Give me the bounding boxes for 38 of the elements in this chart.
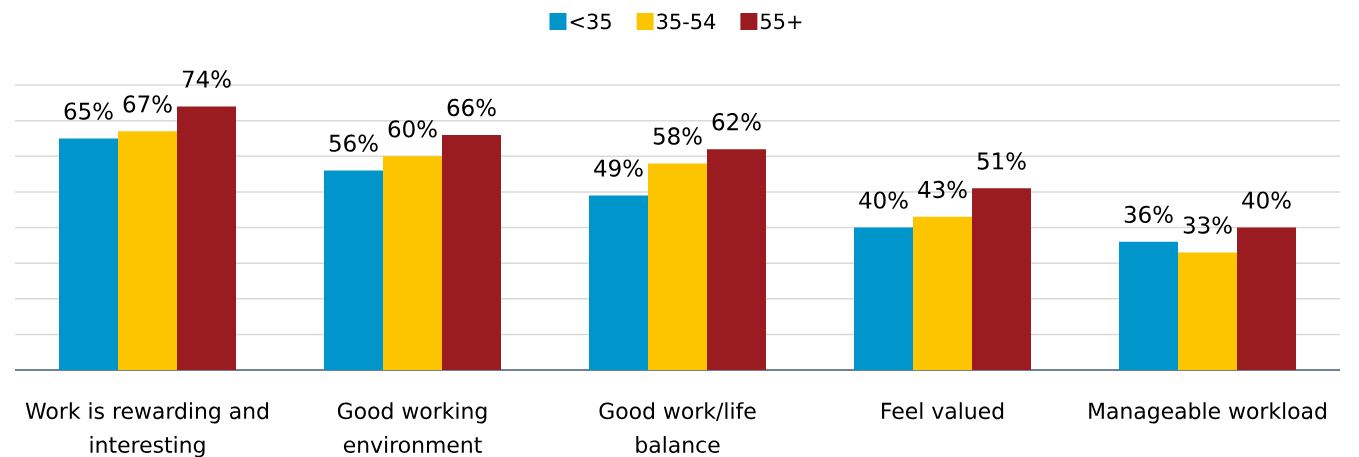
- bar: [913, 216, 972, 370]
- x-tick-label: Good work/life balance: [599, 402, 756, 454]
- data-label: 74%: [182, 70, 231, 88]
- legend-label: 55+: [760, 13, 802, 30]
- bar: [707, 149, 766, 370]
- data-label: 33%: [1183, 216, 1232, 234]
- bar: [59, 138, 118, 370]
- data-label: 49%: [594, 159, 643, 177]
- bar: [854, 227, 913, 370]
- bar: [1178, 252, 1237, 370]
- bar: [1119, 241, 1178, 370]
- bar: [589, 195, 648, 370]
- data-label: 60%: [388, 120, 437, 138]
- data-label: 58%: [653, 127, 702, 145]
- data-label: 40%: [1242, 191, 1291, 209]
- data-label: 56%: [329, 134, 378, 152]
- bar: [972, 188, 1031, 370]
- legend-label: 35-54: [657, 13, 716, 30]
- data-label: 65%: [64, 102, 113, 120]
- bar: [1237, 227, 1296, 370]
- x-tick-label: Feel valued: [882, 402, 1004, 420]
- legend-label: <35: [570, 13, 611, 30]
- bar: [324, 170, 383, 370]
- bar: [648, 163, 707, 370]
- data-label: 67%: [123, 95, 172, 113]
- data-label: 51%: [977, 152, 1026, 170]
- bar: [442, 134, 501, 370]
- data-label: 62%: [712, 113, 761, 131]
- x-tick-label: Good working environment: [337, 402, 487, 454]
- data-label: 36%: [1124, 205, 1173, 224]
- x-tick-label: Manageable workload: [1089, 402, 1326, 424]
- bar: [177, 106, 236, 370]
- data-label: 40%: [859, 191, 908, 209]
- bar: [118, 131, 177, 370]
- data-label: 43%: [918, 180, 967, 199]
- bar: [383, 156, 442, 370]
- x-tick-label: Work is rewarding and interesting: [25, 402, 268, 457]
- data-label: 66%: [447, 98, 496, 117]
